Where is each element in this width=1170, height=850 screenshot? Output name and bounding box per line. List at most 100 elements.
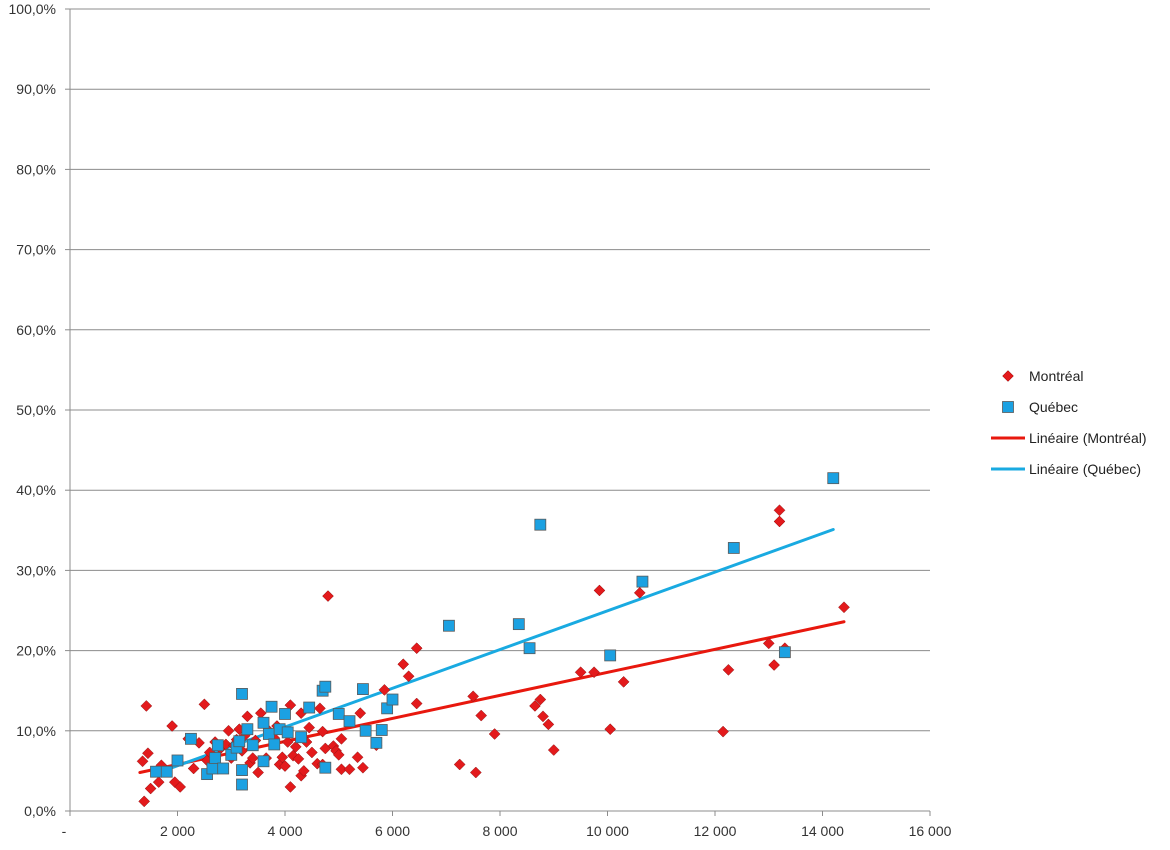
quebec-point <box>185 732 197 745</box>
quebec-point <box>257 716 270 729</box>
montreal-point <box>469 766 482 779</box>
montreal-point <box>316 725 329 738</box>
montreal-point <box>604 723 617 736</box>
montreal-point <box>187 762 200 775</box>
quebec-point <box>604 649 617 662</box>
axes <box>65 8 931 816</box>
montreal-point <box>289 740 302 753</box>
quebec-point <box>332 708 345 720</box>
quebec-point <box>523 642 536 655</box>
quebec-point <box>827 472 840 485</box>
x-tick-label: 4 000 <box>267 823 302 839</box>
quebec-point <box>636 575 649 588</box>
legend-label: Québec <box>1029 399 1078 415</box>
quebec-point <box>359 724 372 737</box>
x-tick-label: 10 000 <box>586 823 629 839</box>
x-tick-label: 12 000 <box>694 823 737 839</box>
montreal-point <box>136 755 149 768</box>
quebec-point <box>281 726 294 739</box>
montreal-point <box>335 732 348 745</box>
quebec-point <box>727 542 740 554</box>
montreal-point <box>467 690 479 703</box>
quebec-point <box>512 618 525 631</box>
quebec-point <box>236 688 248 700</box>
y-tick-label: 80,0% <box>16 161 56 177</box>
x-tick-label: 6 000 <box>375 823 410 839</box>
y-tick-label: 70,0% <box>16 242 56 258</box>
montreal-point <box>343 763 356 776</box>
montreal-point <box>292 753 305 765</box>
legend-quebec-marker <box>1002 401 1014 413</box>
quebec-point <box>209 752 222 764</box>
montreal-point <box>246 752 259 764</box>
quebec-point <box>303 701 316 714</box>
montreal-point <box>617 676 630 688</box>
quebec-point <box>295 731 308 744</box>
legend-label: Linéaire (Québec) <box>1029 461 1141 477</box>
montreal-point <box>332 749 345 761</box>
quebec-point <box>386 693 399 706</box>
montreal-point <box>410 697 423 710</box>
montreal-point <box>547 744 560 756</box>
montreal-point <box>198 698 211 711</box>
montreal-point <box>593 584 606 597</box>
quebec-point <box>370 736 383 749</box>
montreal-point <box>279 760 291 772</box>
montreal-point <box>542 718 555 731</box>
montreal-point <box>773 515 786 528</box>
montreal-point <box>768 659 780 671</box>
y-tick-label: 90,0% <box>16 81 56 97</box>
montreal-point <box>306 746 318 759</box>
montreal-point <box>397 658 410 671</box>
quebec-point <box>375 724 388 736</box>
montreal-point <box>140 700 153 712</box>
montreal-point <box>322 590 334 602</box>
montreal-point <box>354 707 367 720</box>
quebec-point <box>319 761 332 774</box>
legend-montreal-marker <box>1002 370 1014 382</box>
y-tick-label: 100,0% <box>9 1 56 17</box>
montreal-point <box>475 709 488 722</box>
quebec-point <box>778 646 791 659</box>
montreal-point <box>722 663 735 676</box>
quebec-point <box>534 518 547 531</box>
montreal-point <box>537 710 549 723</box>
quebec-point <box>343 715 356 728</box>
quebec-point <box>241 723 254 736</box>
montreal-point <box>314 702 326 715</box>
montreal-point <box>335 763 348 776</box>
quebec-point <box>206 762 219 775</box>
montreal-point <box>402 670 415 683</box>
legend-label: Linéaire (Montréal) <box>1029 430 1147 446</box>
montreal-point <box>838 601 850 614</box>
montreal-point <box>281 736 294 748</box>
quebec-point <box>265 700 278 713</box>
montreal-point <box>144 782 157 795</box>
montreal-point <box>762 637 775 650</box>
montreal-point <box>773 504 786 517</box>
montreal-point <box>633 587 646 599</box>
montreal-point <box>453 758 466 771</box>
montreal-point <box>166 720 178 732</box>
legend-label: Montréal <box>1029 368 1083 384</box>
montreal-point <box>351 751 364 764</box>
montreal-point <box>284 781 297 793</box>
quebec-point <box>160 765 173 778</box>
y-tick-label: 40,0% <box>16 482 56 498</box>
quebec-point <box>171 754 184 767</box>
quebec-point <box>217 762 230 775</box>
montreal-point <box>357 761 369 774</box>
data-points <box>136 472 850 808</box>
quebec-point <box>357 683 369 695</box>
montreal-point <box>488 728 501 740</box>
y-tick-label: 0,0% <box>24 803 56 819</box>
quebec-point <box>246 739 259 752</box>
gridlines <box>70 8 930 732</box>
montreal-point <box>252 766 264 779</box>
montreal-point <box>174 781 187 793</box>
x-tick-label: 8 000 <box>482 823 517 839</box>
montreal-point <box>142 747 154 760</box>
montreal-point <box>410 642 423 655</box>
x-tick-label: 2 000 <box>160 823 195 839</box>
